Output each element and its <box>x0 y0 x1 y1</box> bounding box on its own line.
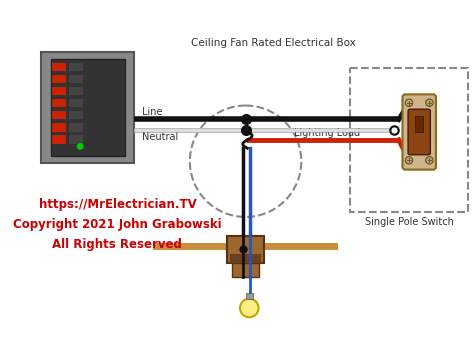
Bar <box>153 243 227 250</box>
Bar <box>51 59 125 156</box>
Bar <box>53 87 66 95</box>
Circle shape <box>77 144 83 149</box>
Text: Neutral: Neutral <box>142 132 178 142</box>
Text: Line: Line <box>142 106 162 117</box>
Text: Single Pole Switch: Single Pole Switch <box>365 217 454 227</box>
Bar <box>53 99 66 108</box>
Bar <box>246 293 253 299</box>
Bar <box>232 263 259 277</box>
Circle shape <box>405 157 413 164</box>
Bar <box>53 123 66 132</box>
Circle shape <box>240 299 258 317</box>
Bar <box>53 75 66 83</box>
FancyBboxPatch shape <box>408 109 430 155</box>
Text: Ceiling Fan Rated Electrical Box: Ceiling Fan Rated Electrical Box <box>191 38 356 48</box>
Bar <box>69 63 83 71</box>
Bar <box>69 75 83 83</box>
Bar <box>69 87 83 95</box>
FancyBboxPatch shape <box>402 94 436 170</box>
Bar <box>349 69 468 212</box>
Bar <box>416 116 423 132</box>
Bar <box>53 111 66 120</box>
Bar <box>41 52 134 163</box>
Circle shape <box>426 157 433 164</box>
Bar <box>227 235 264 263</box>
Bar <box>264 243 338 250</box>
Bar <box>53 135 66 144</box>
Bar <box>230 254 261 263</box>
Bar <box>69 99 83 108</box>
Bar <box>69 123 83 132</box>
Circle shape <box>426 99 433 106</box>
Text: Lighting Load: Lighting Load <box>294 128 360 138</box>
Bar <box>69 111 83 120</box>
Text: https://MrElectrician.TV
Copyright 2021 John Grabowski
All Rights Reserved: https://MrElectrician.TV Copyright 2021 … <box>13 198 222 251</box>
Bar <box>53 63 66 71</box>
Circle shape <box>405 99 413 106</box>
Bar <box>69 135 83 144</box>
